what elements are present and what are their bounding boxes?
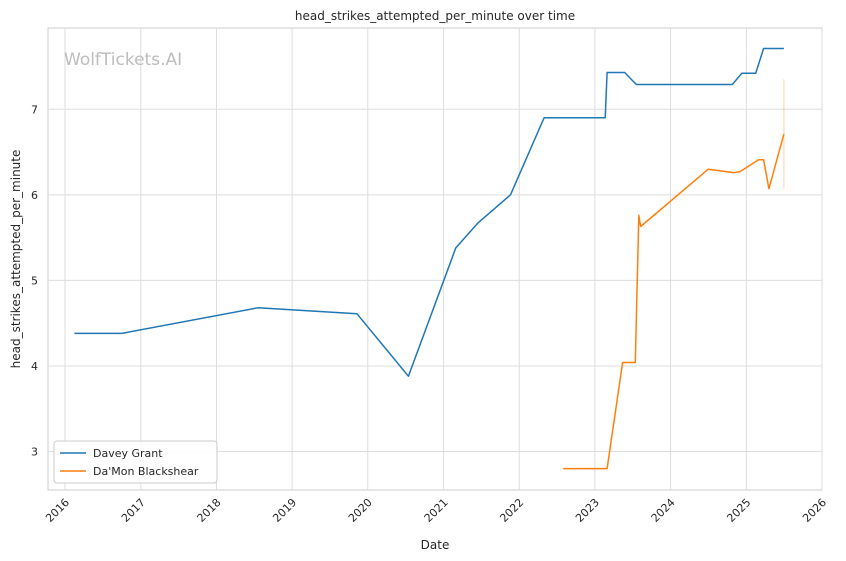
x-tick-label: 2024 bbox=[649, 496, 678, 525]
y-tick-label: 4 bbox=[31, 360, 38, 373]
x-axis-label: Date bbox=[421, 538, 450, 552]
y-tick-label: 7 bbox=[31, 103, 38, 116]
legend-box bbox=[53, 440, 218, 484]
chart-title: head_strikes_attempted_per_minute over t… bbox=[295, 9, 575, 23]
x-tick-label: 2017 bbox=[119, 496, 148, 525]
series-line-1 bbox=[563, 133, 785, 470]
y-tick-label: 6 bbox=[31, 189, 38, 202]
x-axis-ticks: 2016 2017 2018 2019 2020 2021 2022 2023 2024 2025… bbox=[43, 496, 829, 525]
legend-label: Da'Mon Blackshear bbox=[93, 465, 199, 478]
y-axis-ticks: 3 4 5 6 7 bbox=[31, 103, 38, 458]
x-tick-label: 2023 bbox=[573, 496, 602, 525]
y-axis-label: head_strikes_attempted_per_minute bbox=[9, 150, 23, 369]
x-tick-label: 2016 bbox=[43, 496, 72, 525]
x-tick-label: 2022 bbox=[497, 496, 526, 525]
legend-label: Davey Grant bbox=[93, 447, 163, 460]
series-line-0 bbox=[74, 47, 784, 377]
x-tick-label: 2021 bbox=[422, 496, 451, 525]
y-tick-label: 5 bbox=[31, 274, 38, 287]
watermark: WolfTickets.AI bbox=[64, 50, 182, 70]
x-tick-label: 2018 bbox=[195, 496, 224, 525]
x-tick-label: 2019 bbox=[270, 496, 299, 525]
series-lines bbox=[74, 47, 785, 470]
x-tick-label: 2026 bbox=[800, 496, 829, 525]
legend: Davey Grant Da'Mon Blackshear bbox=[53, 440, 218, 484]
x-tick-label: 2020 bbox=[346, 496, 375, 525]
x-tick-label: 2025 bbox=[724, 496, 753, 525]
y-tick-label: 3 bbox=[31, 446, 38, 459]
plot-area bbox=[47, 27, 823, 491]
